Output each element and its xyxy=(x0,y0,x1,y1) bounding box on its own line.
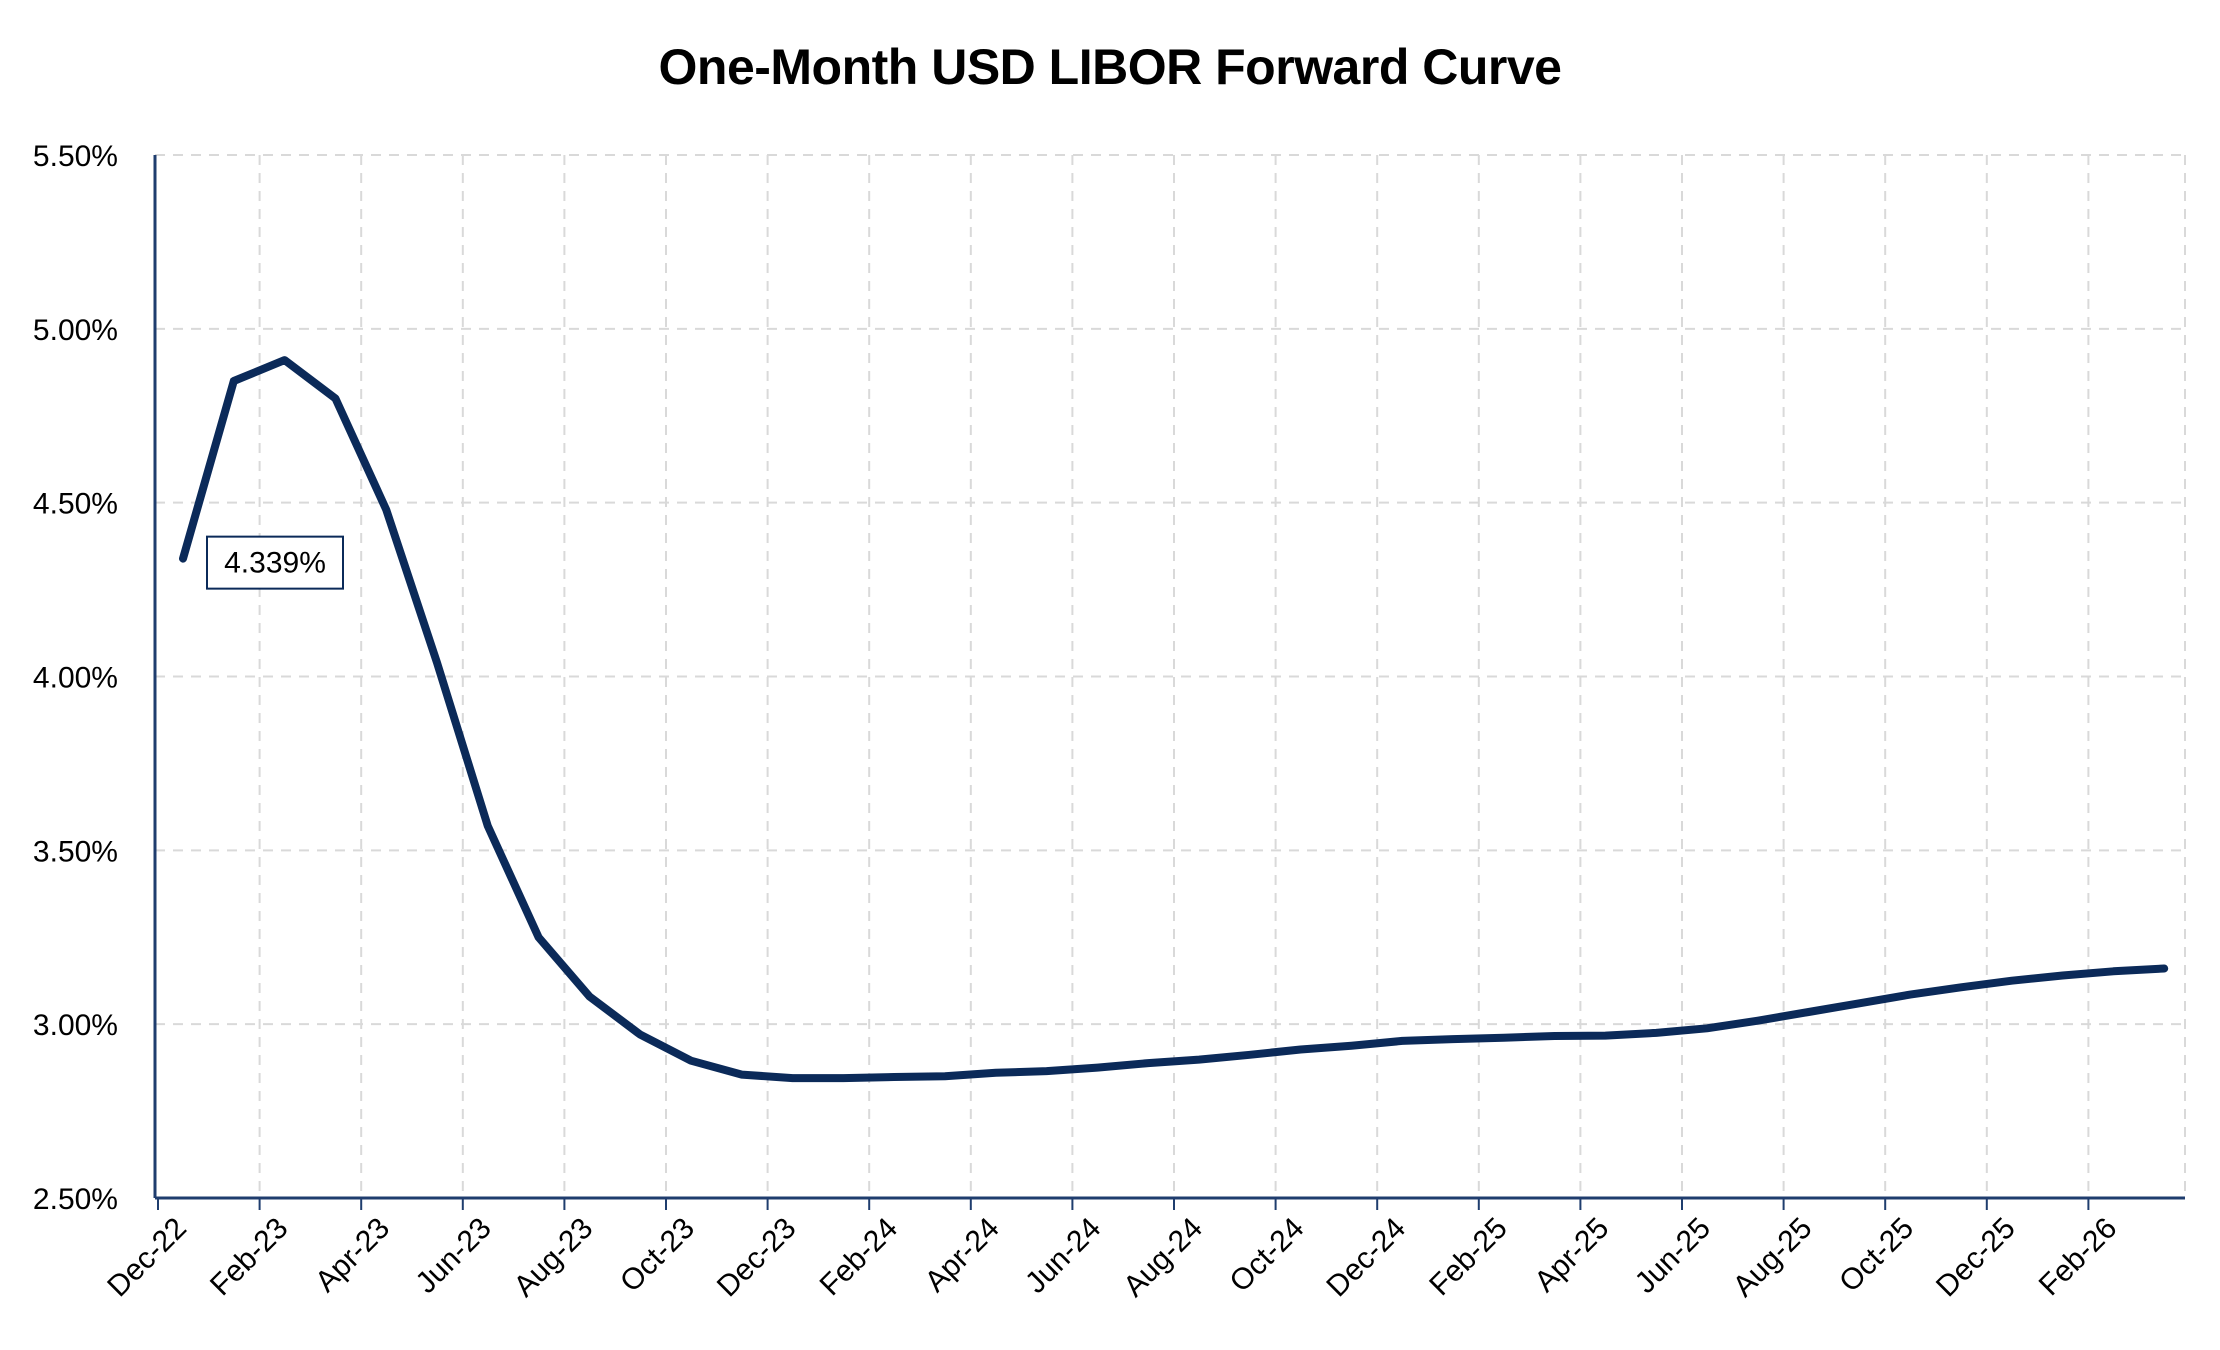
x-tick-label: Oct-23 xyxy=(614,1212,701,1299)
y-tick-label: 3.00% xyxy=(33,1009,118,1042)
y-tick-label: 2.50% xyxy=(33,1183,118,1216)
x-tick-label: Jun-23 xyxy=(410,1212,498,1300)
x-tick-label: Feb-26 xyxy=(2033,1212,2124,1303)
chart-title: One-Month USD LIBOR Forward Curve xyxy=(658,39,1562,95)
grid-lines xyxy=(155,154,2186,1198)
x-tick-label: Dec-25 xyxy=(1930,1212,2022,1304)
x-tick-label: Aug-24 xyxy=(1117,1212,1209,1304)
x-tick-label: Oct-24 xyxy=(1224,1212,1311,1299)
series-line xyxy=(179,356,2169,1083)
x-tick-label: Jun-25 xyxy=(1629,1212,1717,1300)
axes xyxy=(153,155,2185,1210)
x-tick-label: Dec-24 xyxy=(1320,1212,1412,1304)
x-tick-label: Feb-25 xyxy=(1423,1212,1514,1303)
x-tick-label: Dec-23 xyxy=(711,1212,803,1304)
y-tick-label: 5.00% xyxy=(33,314,118,347)
series-layer xyxy=(179,356,2169,1083)
annotation-label: 4.339% xyxy=(224,547,326,580)
annotation-layer: 4.339% xyxy=(206,535,344,590)
y-tick-label: 3.50% xyxy=(33,835,118,868)
x-tick-label: Jun-24 xyxy=(1019,1212,1107,1300)
x-tick-label: Aug-25 xyxy=(1727,1212,1819,1304)
x-tick-label: Aug-23 xyxy=(508,1212,600,1304)
y-tick-label: 5.50% xyxy=(33,140,118,173)
y-axis-ticks: 2.50% 3.00% 3.50% 4.00% 4.50% 5.00% 5.50% xyxy=(33,140,118,1216)
x-tick-label: Feb-23 xyxy=(204,1212,295,1303)
x-tick-label: Dec-22 xyxy=(101,1212,193,1304)
y-tick-label: 4.00% xyxy=(33,662,118,695)
annotation-box xyxy=(206,535,344,590)
x-tick-label: Feb-24 xyxy=(814,1212,905,1303)
x-tick-label: Apr-24 xyxy=(919,1212,1006,1299)
x-axis-ticks: Dec-22 Feb-23 Apr-23 Jun-23 Aug-23 Oct-23 Dec-… xyxy=(101,1212,2123,1304)
x-tick-label: Apr-23 xyxy=(309,1212,396,1299)
x-tick-label: Oct-25 xyxy=(1833,1212,1920,1299)
x-tick-label: Apr-25 xyxy=(1528,1212,1615,1299)
y-tick-label: 4.50% xyxy=(33,488,118,521)
